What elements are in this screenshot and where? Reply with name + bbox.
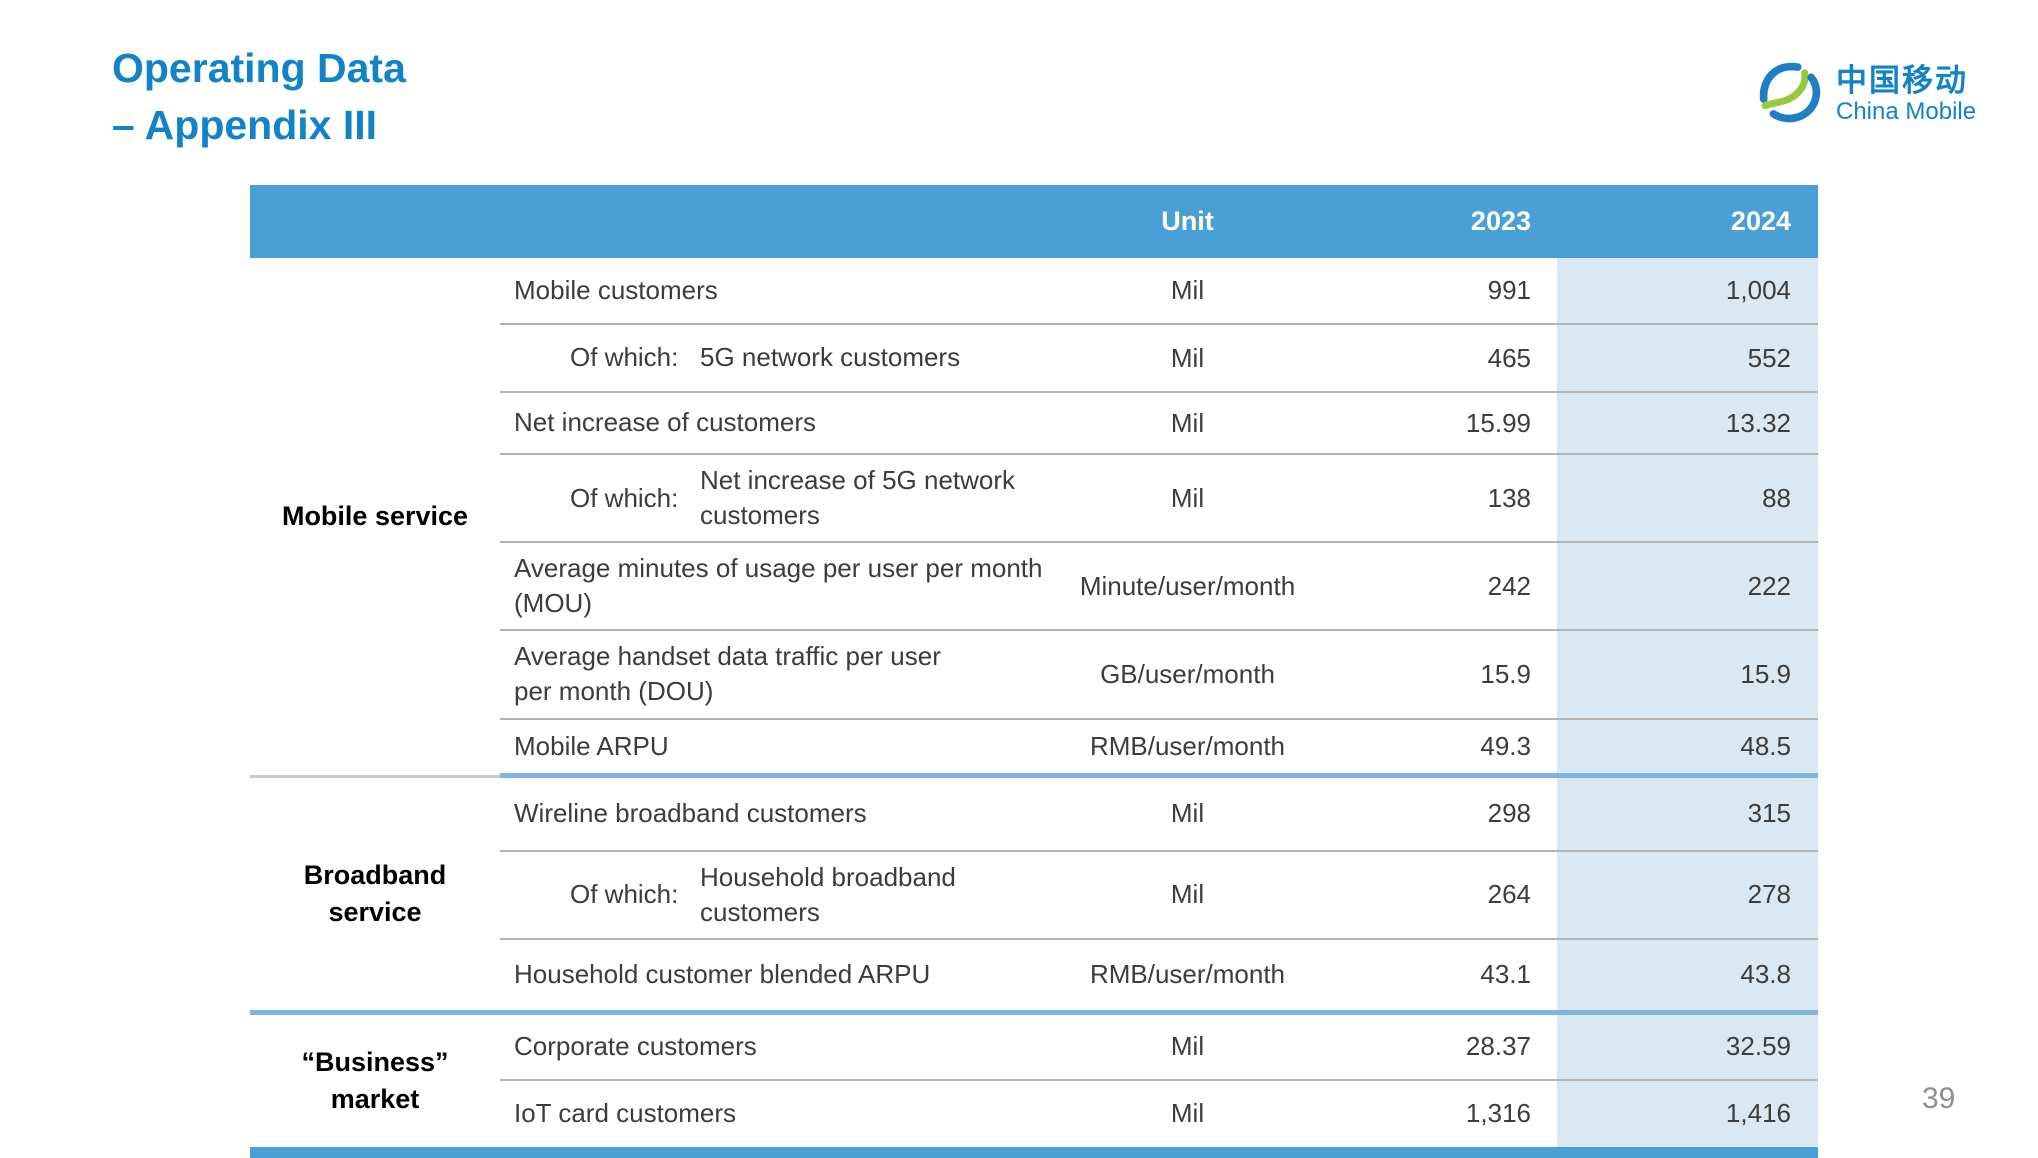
- table-row: Average minutes of usage per user per mo…: [500, 543, 1818, 632]
- table-row: Corporate customers Mil 28.37 32.59: [500, 1014, 1818, 1081]
- row-label: Corporate customers: [514, 1031, 757, 1062]
- row-unit: Mil: [1170, 407, 1205, 438]
- row-label: Of which: Household broadband customers: [500, 852, 1060, 938]
- table-row: Wireline broadband customers Mil 298 315: [500, 777, 1818, 852]
- row-unit: Mil: [1170, 879, 1205, 910]
- table-row: Mobile ARPU RMB/user/month 49.3 48.5: [500, 719, 1818, 773]
- header-2024: 2024: [1730, 206, 1791, 236]
- row-value-2023: 298: [1487, 798, 1531, 829]
- section-rows: Corporate customers Mil 28.37 32.59 IoT …: [500, 1014, 1818, 1147]
- table-header-row: Unit 2023 2024: [250, 185, 1818, 258]
- row-unit: Mil: [1170, 342, 1205, 373]
- section-broadband-service: Broadband service Wireline broadband cus…: [250, 777, 1818, 1015]
- row-label: Net increase of customers: [514, 407, 817, 438]
- page-title-line1: Operating Data: [112, 45, 406, 91]
- row-unit: GB/user/month: [1100, 658, 1275, 689]
- table-row: Of which: Net increase of 5G network cust…: [500, 455, 1818, 544]
- category-business-market: “Business” market: [301, 1047, 449, 1114]
- row-unit: RMB/user/month: [1089, 959, 1286, 990]
- row-value-2024: 1,416: [1557, 1080, 1818, 1147]
- header-2023: 2023: [1470, 206, 1531, 236]
- operating-data-table: Unit 2023 2024 Mobile service Mobile cus…: [250, 185, 1818, 1158]
- row-label: Of which: Net increase of 5G network cust…: [500, 455, 1060, 541]
- row-value-2024: 88: [1557, 455, 1818, 542]
- row-value-2024: 43.8: [1557, 939, 1818, 1010]
- row-unit: Mil: [1170, 798, 1205, 829]
- section-rows: Mobile customers Mil 991 1,004 Of which:…: [500, 258, 1818, 778]
- row-value-2023: 138: [1487, 482, 1531, 513]
- china-mobile-logo: 中国移动 China Mobile: [1758, 58, 1976, 130]
- row-value-2024: 15.9: [1557, 631, 1818, 718]
- row-unit: Mil: [1170, 482, 1205, 513]
- table-row: IoT card customers Mil 1,316 1,416: [500, 1080, 1818, 1147]
- section-rows: Wireline broadband customers Mil 298 315…: [500, 777, 1818, 1010]
- row-label: Of which: 5G network customers: [500, 325, 1060, 391]
- row-value-2024: 1,004: [1557, 258, 1818, 323]
- row-label: IoT card customers: [514, 1098, 737, 1129]
- page-number: 39: [1922, 1082, 1956, 1115]
- row-value-2024: 48.5: [1557, 719, 1818, 773]
- header-unit: Unit: [1161, 206, 1214, 236]
- page-title: Operating Data – Appendix III: [112, 40, 406, 153]
- row-value-2023: 49.3: [1480, 730, 1531, 761]
- category-broadband-service: Broadband service: [303, 860, 447, 927]
- row-value-2023: 991: [1487, 275, 1531, 305]
- table-row: Mobile customers Mil 991 1,004: [500, 258, 1818, 325]
- row-value-2023: 15.99: [1465, 407, 1531, 438]
- row-label: Average minutes of usage per user per mo…: [514, 553, 1043, 619]
- row-unit: Mil: [1170, 275, 1205, 305]
- row-value-2023: 465: [1487, 342, 1531, 373]
- row-unit: Mil: [1170, 1031, 1205, 1062]
- row-label: Household customer blended ARPU: [514, 959, 931, 990]
- row-value-2023: 15.9: [1480, 658, 1531, 689]
- row-value-2024: 315: [1557, 777, 1818, 850]
- row-unit: Mil: [1170, 1098, 1205, 1129]
- row-value-2024: 552: [1557, 325, 1818, 391]
- china-mobile-logo-text: 中国移动 China Mobile: [1836, 65, 1976, 124]
- row-value-2024: 278: [1557, 851, 1818, 938]
- table-row: Net increase of customers Mil 15.99 13.3…: [500, 393, 1818, 455]
- logo-english-name: China Mobile: [1836, 97, 1977, 125]
- of-which-prefix: Of which:: [570, 482, 679, 513]
- row-label: Mobile customers: [514, 274, 718, 305]
- table-bottom-bar: [250, 1146, 1818, 1158]
- row-unit: Minute/user/month: [1079, 570, 1296, 601]
- section-business-market: “Business” market Corporate customers Mi…: [250, 1014, 1818, 1147]
- section-mobile-service: Mobile service Mobile customers Mil 991 …: [250, 258, 1818, 778]
- page-title-line2: – Appendix III: [112, 101, 378, 148]
- row-value-2023: 1,316: [1465, 1098, 1531, 1129]
- row-label: Mobile ARPU: [514, 730, 669, 761]
- row-label: Wireline broadband customers: [514, 798, 867, 829]
- of-which-prefix: Of which:: [570, 342, 679, 373]
- row-unit: RMB/user/month: [1089, 730, 1286, 761]
- table-row: Of which: Household broadband customers M…: [500, 851, 1818, 940]
- table-row: Household customer blended ARPU RMB/user…: [500, 939, 1818, 1010]
- category-mobile-service: Mobile service: [250, 258, 500, 778]
- row-label: Average handset data traffic per user pe…: [514, 641, 941, 707]
- row-value-2023: 242: [1487, 570, 1531, 601]
- row-value-2023: 28.37: [1465, 1031, 1531, 1062]
- row-value-2024: 13.32: [1557, 393, 1818, 453]
- table-row: Of which: 5G network customers Mil 465 55…: [500, 325, 1818, 393]
- row-value-2024: 222: [1557, 543, 1818, 630]
- row-value-2024: 32.59: [1557, 1014, 1818, 1079]
- table-row: Average handset data traffic per user pe…: [500, 631, 1818, 720]
- logo-chinese-name: 中国移动: [1836, 62, 1968, 98]
- china-mobile-swirl-icon: [1759, 62, 1821, 123]
- of-which-prefix: Of which:: [570, 879, 679, 910]
- row-value-2023: 264: [1487, 879, 1531, 910]
- row-value-2023: 43.1: [1480, 959, 1531, 990]
